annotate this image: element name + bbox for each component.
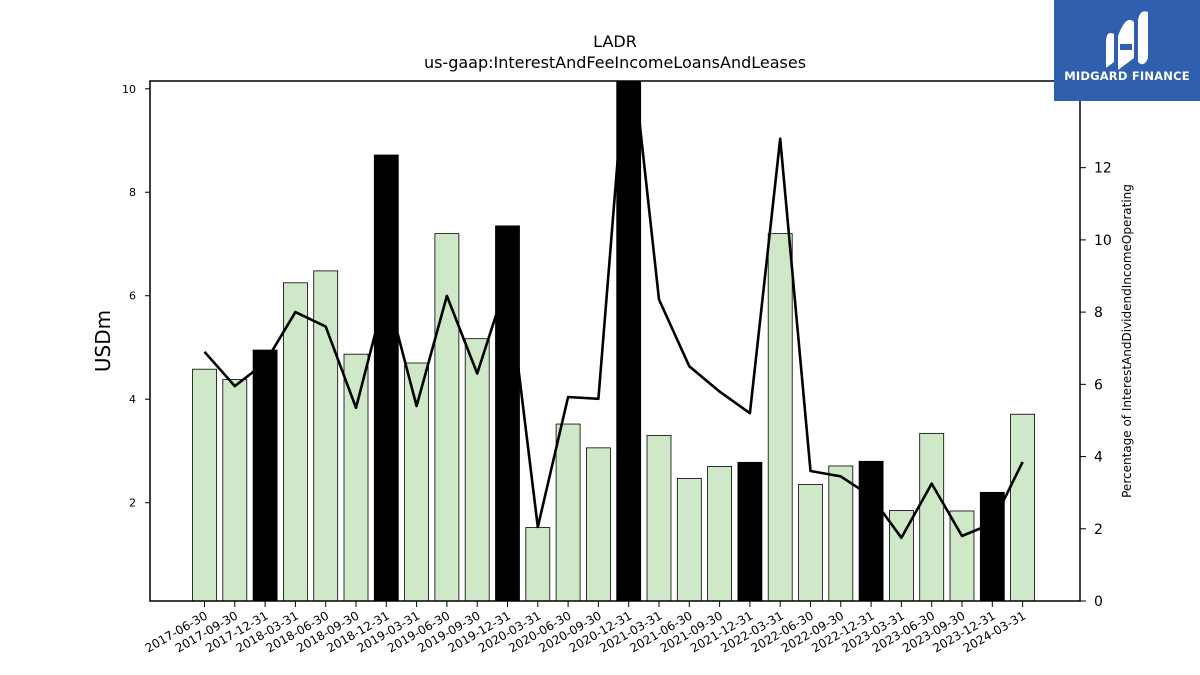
bar-2024-03-31 bbox=[1010, 413, 1035, 602]
bar-2018-12-31 bbox=[373, 154, 399, 602]
bar-2020-06-30 bbox=[555, 423, 581, 602]
bar-2018-09-30 bbox=[343, 353, 369, 602]
y-tick-label-8: 8 bbox=[129, 186, 136, 199]
bar-2023-12-31 bbox=[979, 491, 1005, 602]
bar-2020-12-31 bbox=[616, 80, 642, 602]
bar-2021-09-30 bbox=[707, 466, 732, 602]
chart-title: LADR bbox=[593, 32, 637, 51]
bar-2017-12-31 bbox=[252, 349, 278, 602]
bar-2021-03-31 bbox=[646, 435, 672, 602]
bar-2022-03-31 bbox=[767, 233, 793, 602]
left-axis: 2 4 6 8 10 bbox=[122, 83, 150, 510]
y-tick-label-4: 4 bbox=[129, 393, 136, 406]
percentage-line bbox=[203, 81, 1024, 540]
bar-2020-09-30 bbox=[586, 447, 611, 602]
y2-tick-label-8: 8 bbox=[1094, 305, 1103, 321]
bar-2021-12-31 bbox=[737, 461, 763, 602]
y2-tick-label-2: 2 bbox=[1094, 522, 1103, 538]
y2-tick-label-4: 4 bbox=[1094, 450, 1103, 466]
bar-2018-06-30 bbox=[313, 270, 339, 602]
y2-tick-label-0: 0 bbox=[1094, 594, 1103, 610]
logo-mark-icon bbox=[1106, 11, 1148, 70]
y-tick-label-2: 2 bbox=[129, 497, 136, 510]
y2-axis-label: Percentage of InterestAndDividendIncomeO… bbox=[1120, 184, 1134, 498]
bar-2022-09-30 bbox=[828, 465, 854, 602]
bar-2019-09-30 bbox=[464, 338, 490, 602]
bar-2020-03-31 bbox=[525, 527, 551, 602]
bar-2019-06-30 bbox=[434, 233, 460, 602]
logo-text: MIDGARD FINANCE bbox=[1064, 69, 1190, 83]
bar-2022-12-31 bbox=[858, 460, 884, 602]
y2-tick-label-12: 12 bbox=[1094, 161, 1112, 177]
plot-frame bbox=[149, 80, 1081, 602]
y-tick-label-6: 6 bbox=[129, 290, 136, 303]
chart-subtitle: us-gaap:InterestAndFeeIncomeLoansAndLeas… bbox=[423, 53, 807, 72]
bar-2019-03-31 bbox=[404, 362, 430, 602]
bar-2018-03-31 bbox=[282, 282, 308, 602]
bar-2021-06-30 bbox=[676, 477, 702, 602]
y-axis-label: USDm bbox=[91, 310, 115, 372]
bars-layer bbox=[192, 80, 1035, 602]
bar-2022-06-30 bbox=[798, 484, 823, 602]
midgard-finance-logo: MIDGARD FINANCE bbox=[1054, 0, 1200, 101]
y-tick-label-10: 10 bbox=[122, 83, 136, 96]
y2-tick-label-6: 6 bbox=[1094, 377, 1103, 393]
x-axis: 2017-06-302017-09-302017-12-312018-03-31… bbox=[143, 601, 1028, 655]
bar-2023-06-30 bbox=[919, 432, 945, 602]
right-axis: 02468101214 bbox=[1080, 88, 1112, 610]
line-layer bbox=[203, 81, 1024, 540]
y2-tick-label-10: 10 bbox=[1094, 233, 1112, 249]
bar-2017-06-30 bbox=[192, 368, 217, 602]
bar-2017-09-30 bbox=[222, 379, 248, 602]
bar-2023-09-30 bbox=[949, 510, 975, 602]
